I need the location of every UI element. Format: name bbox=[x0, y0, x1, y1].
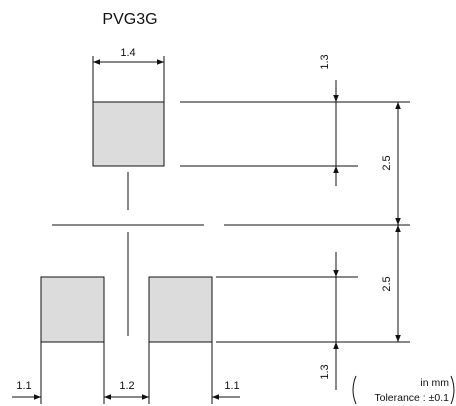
diagram-title: PVG3G bbox=[102, 11, 157, 28]
right-margin-label: 1.1 bbox=[224, 380, 239, 392]
left-margin-label: 1.1 bbox=[16, 380, 31, 392]
top-pad bbox=[92, 101, 165, 167]
bottom-gap-label: 1.3 bbox=[319, 364, 331, 379]
tolerance-note: Tolerance : ±0.1 bbox=[374, 392, 449, 404]
units-note: in mm bbox=[420, 377, 449, 389]
lower-height-label: 2.5 bbox=[381, 276, 393, 291]
pad-spacing-label: 1.2 bbox=[119, 380, 134, 392]
top-pad-width-label: 1.4 bbox=[120, 47, 135, 59]
bottom-right-pad bbox=[148, 276, 213, 343]
top-gap-label: 1.3 bbox=[319, 54, 331, 69]
note-bracket-right bbox=[450, 375, 455, 405]
bottom-left-pad bbox=[40, 276, 105, 343]
note-bracket-left bbox=[352, 375, 357, 405]
upper-height-label: 2.5 bbox=[381, 155, 393, 170]
